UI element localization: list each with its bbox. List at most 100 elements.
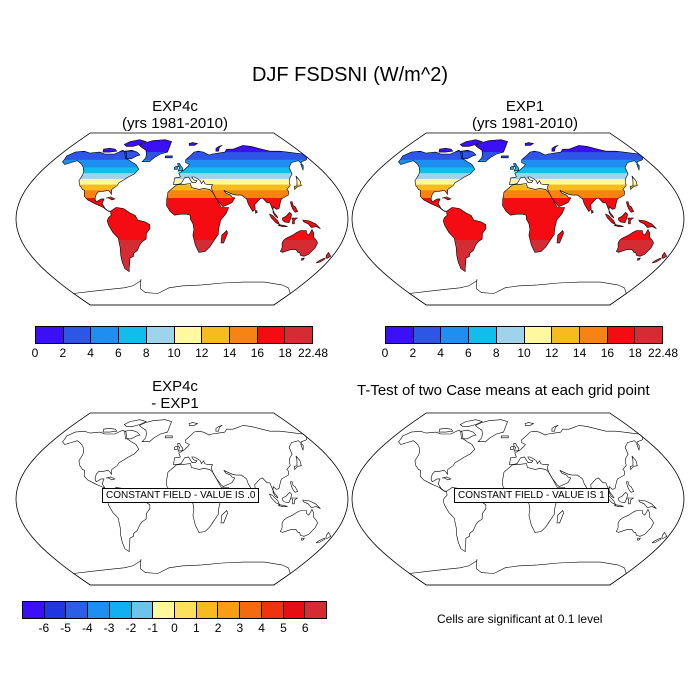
coastline: [215, 425, 223, 432]
land-fill-band: [398, 205, 667, 209]
coastline: [441, 196, 452, 201]
land-fill-band: [398, 165, 667, 168]
coastline: [629, 175, 638, 191]
panel-title-exp4c: EXP4c (yrs 1981-2010): [65, 98, 285, 132]
land-fill-band: [62, 155, 331, 159]
colorbar-tick-label: 2: [409, 346, 417, 360]
land-fill-band: [62, 163, 331, 167]
land-fill-band: [398, 217, 667, 220]
coastline: [138, 139, 173, 162]
colorbar-cell: [285, 327, 313, 343]
coastline: [291, 497, 299, 505]
land-fill-band: [62, 194, 331, 197]
land-fill-band: [62, 165, 331, 168]
colorbar-tick-label: 14: [222, 346, 237, 360]
panel-title-line2: (yrs 1981-2010): [122, 115, 228, 132]
land-fill-band: [398, 207, 667, 210]
colorbar-tick-label: -1: [147, 621, 159, 635]
land-fill-band: [62, 203, 331, 207]
land-fill-band: [62, 154, 331, 157]
land-fill-band: [62, 173, 331, 176]
land-fill-band: [398, 157, 667, 161]
land-fill-band: [62, 207, 331, 210]
coastline: [315, 537, 326, 544]
map-border: [351, 132, 685, 306]
colorbar-cell: [174, 327, 203, 343]
colorbar-cell: [229, 327, 258, 343]
land-fill-band: [398, 188, 667, 191]
land-fill-band: [398, 234, 667, 237]
coastline: [302, 219, 321, 229]
coastline: [636, 537, 641, 541]
coastline: [220, 509, 228, 524]
land-fill-band: [62, 205, 331, 209]
colorbar-cell: [469, 327, 497, 343]
colorbar-cell: [552, 327, 580, 343]
coastline: [164, 435, 173, 439]
coastline: [293, 455, 302, 471]
coastline: [626, 481, 635, 493]
land-fill-band: [398, 152, 667, 155]
colorbar-tick-label: 22.48: [297, 346, 329, 360]
colorbar-tick-label: 14: [572, 346, 587, 360]
coastline: [220, 229, 228, 244]
land-fill-band: [398, 192, 667, 195]
coastline: [509, 166, 514, 170]
land-fill-band: [62, 243, 331, 247]
land-fill-band: [398, 167, 667, 170]
coastline: [616, 508, 654, 537]
map-border: [351, 412, 685, 586]
coastline: [290, 201, 299, 213]
coastline: [459, 139, 483, 147]
coastline: [290, 481, 299, 493]
coastline: [591, 210, 594, 214]
coastline: [106, 207, 151, 273]
panel-title-diff: EXP4c - EXP1: [65, 378, 285, 412]
land-fill-band: [398, 159, 667, 163]
coastline: [509, 425, 643, 499]
coastline: [72, 279, 291, 306]
constant-field-label-ttest: CONSTANT FIELD - VALUE IS 1: [454, 488, 609, 503]
coastline: [441, 476, 452, 481]
coastline: [282, 211, 292, 224]
coastline: [325, 531, 332, 539]
coastline: [613, 504, 624, 507]
land-fill-band: [62, 230, 331, 233]
land-fill-band: [398, 201, 667, 205]
colorbar-cell: [524, 327, 553, 343]
coastline: [613, 224, 624, 227]
coastline: [280, 228, 318, 257]
land-fill-band: [398, 154, 667, 157]
land-fill-band: [62, 171, 331, 174]
colorbar-tick-label: 0: [381, 346, 389, 360]
land-fill-band: [62, 220, 331, 224]
coastline: [474, 139, 509, 162]
panel-title-exp1: EXP1 (yrs 1981-2010): [415, 98, 635, 132]
coastline: [500, 435, 509, 439]
panel-title-line2: - EXP1: [151, 395, 199, 412]
colorbar-tick-label: 2: [214, 621, 222, 635]
land-fill-band: [62, 232, 331, 235]
land-fill-band: [398, 226, 667, 230]
land-fill-band: [62, 209, 331, 212]
land-fill-band: [62, 157, 331, 161]
coastline: [556, 509, 564, 524]
colorbar-tick-label: -2: [125, 621, 137, 635]
coastline: [102, 427, 118, 433]
land-fill-band: [398, 169, 667, 172]
coastline: [524, 142, 535, 146]
colorbar-tick-label: 0: [31, 346, 39, 360]
land-fill-band: [398, 240, 667, 243]
colorbar-tick-label: 10: [517, 346, 531, 360]
panel-title-line1: EXP4c: [152, 98, 198, 115]
land-fill-band: [398, 173, 667, 176]
land-fill-band: [398, 232, 667, 235]
coastline: [293, 175, 302, 191]
coastline: [556, 229, 564, 244]
land-fill-band: [398, 222, 667, 226]
coastline: [438, 427, 454, 433]
land-fill-band: [62, 234, 331, 237]
coastline: [638, 499, 657, 509]
coastline: [513, 163, 520, 172]
land-fill-band: [398, 175, 667, 178]
